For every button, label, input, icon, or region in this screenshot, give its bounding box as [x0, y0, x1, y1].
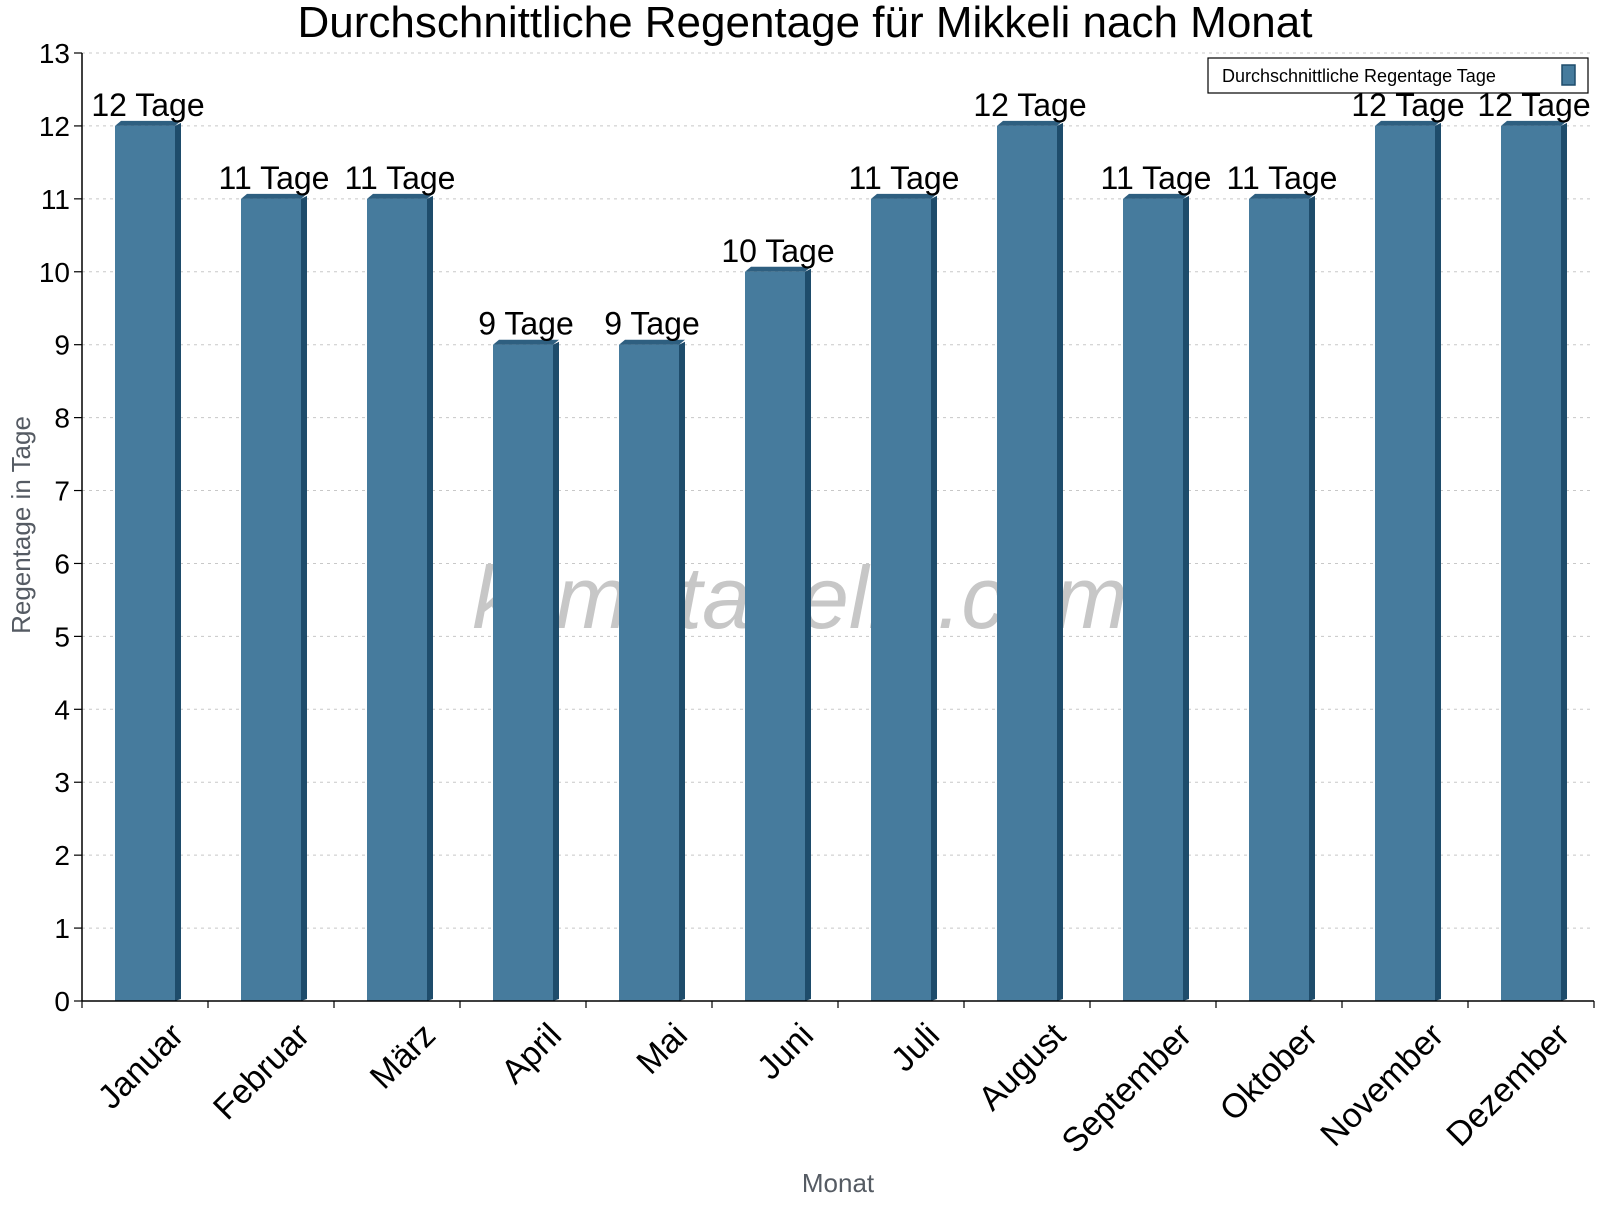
bar-juni — [745, 266, 811, 1001]
bar-märz — [367, 193, 433, 1001]
y-tick-label: 8 — [54, 403, 70, 434]
bar-juli — [871, 193, 937, 1001]
x-tick-label: Juni — [750, 1016, 821, 1087]
y-tick-label: 13 — [39, 38, 70, 69]
x-tick-label: Juli — [884, 1016, 947, 1079]
x-tick-label: Dezember — [1439, 1016, 1577, 1154]
bar-side — [553, 341, 559, 1001]
bar-face — [619, 344, 679, 1001]
bar-april — [493, 339, 559, 1001]
bar-november — [1375, 120, 1441, 1001]
bar-top — [241, 193, 307, 199]
data-label: 11 Tage — [345, 160, 456, 196]
bar-september — [1123, 193, 1189, 1001]
data-label: 11 Tage — [1227, 160, 1338, 196]
y-tick-label: 2 — [54, 840, 70, 871]
bar-face — [367, 198, 427, 1001]
data-label: 10 Tage — [721, 233, 834, 269]
bar-top — [745, 266, 811, 272]
bar-top — [1249, 193, 1315, 199]
bar-dezember — [1501, 120, 1567, 1001]
bar-face — [493, 344, 553, 1001]
y-tick-label: 5 — [54, 621, 70, 652]
x-tick-label: Oktober — [1213, 1016, 1325, 1128]
bar-side — [679, 341, 685, 1001]
bar-side — [1561, 122, 1567, 1001]
bar-top — [1123, 193, 1189, 199]
x-tick-label: August — [971, 1016, 1073, 1118]
bar-august — [997, 120, 1063, 1001]
bar-side — [931, 195, 937, 1001]
data-label: 12 Tage — [973, 87, 1086, 123]
bar-side — [1309, 195, 1315, 1001]
legend-swatch — [1561, 64, 1576, 86]
y-tick-label: 11 — [41, 184, 70, 215]
bar-side — [805, 268, 811, 1001]
bar-mai — [619, 339, 685, 1001]
data-label: 11 Tage — [849, 160, 960, 196]
bar-face — [745, 271, 805, 1001]
y-tick-label: 9 — [54, 330, 70, 361]
y-axis-label: Regentage in Tage — [6, 416, 36, 634]
chart-title: Durchschnittliche Regentage für Mikkeli … — [298, 0, 1313, 47]
bar-top — [997, 120, 1063, 126]
bar-top — [367, 193, 433, 199]
data-label: 9 Tage — [604, 306, 700, 342]
bar-side — [1435, 122, 1441, 1001]
x-axis-label: Monat — [802, 1168, 875, 1198]
bar-top — [493, 339, 559, 345]
bar-februar — [241, 193, 307, 1001]
bar-face — [1249, 198, 1309, 1001]
y-tick-label: 0 — [54, 986, 70, 1017]
x-tick-label: Mai — [629, 1016, 695, 1082]
x-tick-label: Januar — [91, 1016, 191, 1116]
data-label: 9 Tage — [478, 306, 574, 342]
bar-top — [1501, 120, 1567, 126]
bar-top — [115, 120, 181, 126]
bar-top — [1375, 120, 1441, 126]
y-tick-label: 12 — [39, 111, 70, 142]
bar-face — [1123, 198, 1183, 1001]
bars — [115, 120, 1567, 1001]
x-tick-labels: Januar Februar März April Mai Juni Juli AugustS… — [91, 1016, 1577, 1161]
y-tick-label: 6 — [54, 548, 70, 579]
legend: Durchschnittliche Regentage Tage — [1207, 57, 1589, 94]
bar-side — [301, 195, 307, 1001]
y-tick-label: 3 — [54, 767, 70, 798]
bar-januar — [115, 120, 181, 1001]
bar-side — [1183, 195, 1189, 1001]
bar-side — [1057, 122, 1063, 1001]
bar-oktober — [1249, 193, 1315, 1001]
bar-side — [175, 122, 181, 1001]
bar-face — [1501, 125, 1561, 1001]
bar-face — [871, 198, 931, 1001]
bar-top — [871, 193, 937, 199]
axes — [74, 52, 1595, 1008]
bar-top — [619, 339, 685, 345]
y-tick-label: 1 — [54, 913, 70, 944]
data-label: 11 Tage — [219, 160, 330, 196]
bar-face — [997, 125, 1057, 1001]
bar-side — [427, 195, 433, 1001]
legend-label: Durchschnittliche Regentage Tage — [1222, 66, 1496, 86]
x-tick-label: April — [494, 1016, 569, 1091]
data-label: 12 Tage — [91, 87, 204, 123]
x-tick-label: Februar — [206, 1016, 317, 1127]
bar-face — [241, 198, 301, 1001]
y-tick-label: 4 — [54, 694, 70, 725]
data-labels: 12 Tage 11 Tage 11 Tage 9 Tage 9 Tage 10 Tage… — [91, 87, 1590, 342]
data-label: 11 Tage — [1101, 160, 1212, 196]
x-tick-label: September — [1055, 1016, 1199, 1160]
bar-face — [115, 125, 175, 1001]
bar-face — [1375, 125, 1435, 1001]
y-tick-label: 10 — [39, 257, 70, 288]
gridlines — [82, 52, 1594, 929]
x-tick-label: März — [363, 1016, 443, 1096]
x-tick-label: November — [1313, 1016, 1451, 1154]
legend-box — [1207, 57, 1589, 94]
y-tick-label: 7 — [54, 476, 70, 507]
